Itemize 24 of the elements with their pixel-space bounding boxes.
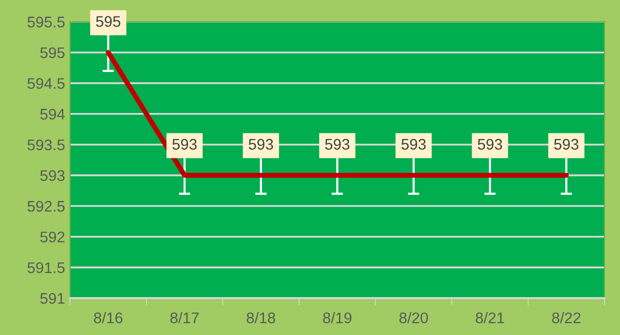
- y-tick-label: 593.5: [28, 139, 65, 150]
- data-label: 593: [248, 138, 274, 150]
- data-label: 593: [172, 138, 197, 150]
- x-tick-label: 8/21: [476, 312, 504, 324]
- x-tick-label: 8/22: [552, 312, 580, 324]
- data-label: 595: [96, 16, 120, 27]
- data-label: 593: [401, 138, 426, 150]
- y-tick-label: 592: [40, 232, 64, 242]
- x-tick-label: 8/17: [170, 312, 199, 324]
- data-label: 593: [478, 138, 502, 150]
- x-tick-label: 8/20: [399, 312, 428, 324]
- y-tick-label: 594: [40, 108, 65, 120]
- y-tick-label: 595: [40, 47, 65, 58]
- y-tick-label: 591: [40, 293, 64, 304]
- y-tick-label: 591.5: [28, 262, 65, 274]
- x-tick-label: 8/18: [246, 312, 276, 324]
- y-tick-label: 592.5: [28, 200, 65, 212]
- x-tick-label: 8/16: [94, 312, 122, 324]
- y-tick-label: 593: [40, 170, 65, 182]
- data-label: 593: [554, 138, 578, 150]
- x-tick-label: 8/19: [323, 312, 352, 324]
- data-label: 593: [325, 138, 350, 150]
- y-tick-label: 595.5: [28, 16, 65, 28]
- y-tick-label: 594.5: [28, 78, 65, 89]
